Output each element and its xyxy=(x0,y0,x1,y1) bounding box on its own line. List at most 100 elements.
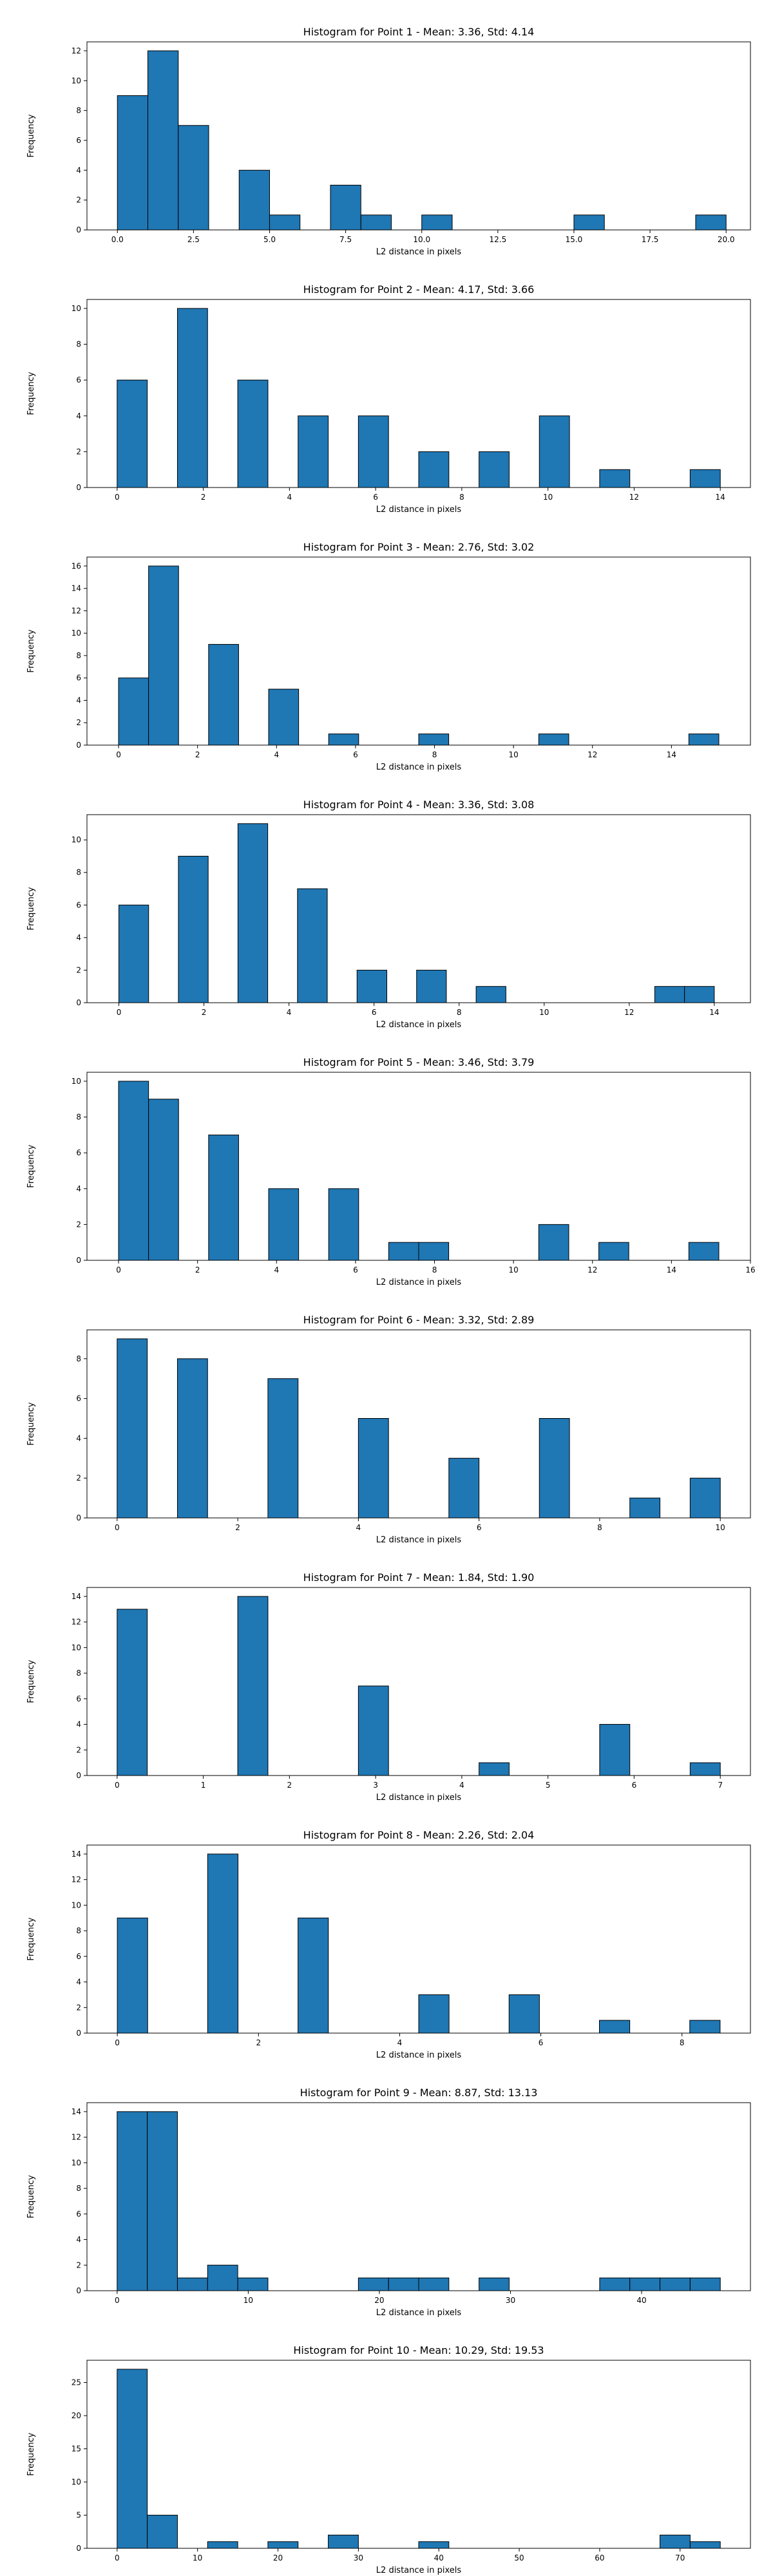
histogram-bar xyxy=(689,2277,721,2291)
plot-area xyxy=(86,299,751,488)
y-axis-label: Frequency xyxy=(26,1144,36,1188)
y-axis-label: Frequency xyxy=(26,372,36,415)
histogram-bar xyxy=(418,1242,450,1261)
chart-title: Histogram for Point 9 - Mean: 8.87, Std:… xyxy=(300,2087,538,2099)
y-tick-label: 12 xyxy=(72,606,81,615)
x-tick-label: 10 xyxy=(543,493,553,502)
x-tick-label: 6 xyxy=(477,1523,482,1532)
histogram-bar xyxy=(695,214,727,231)
y-tick-label: 10 xyxy=(72,1900,81,1909)
x-tick-label: 7 xyxy=(718,1781,723,1790)
x-tick-label: 5 xyxy=(546,1781,551,1790)
histogram-bar xyxy=(328,1188,359,1261)
x-tick-label: 14 xyxy=(716,493,725,502)
y-tick-label: 10 xyxy=(72,1077,81,1086)
histogram-bar xyxy=(148,565,179,746)
histogram-bar xyxy=(418,1994,450,2034)
x-tick-label: 10.0 xyxy=(413,235,430,244)
y-axis-label: Frequency xyxy=(26,114,36,157)
histogram-bar xyxy=(117,1338,148,1519)
x-tick-label: 2 xyxy=(235,1523,240,1532)
x-tick-label: 10 xyxy=(509,1265,519,1274)
x-tick-label: 20 xyxy=(374,2296,384,2305)
y-tick-label: 0 xyxy=(76,1256,81,1265)
y-tick-label: 14 xyxy=(72,584,81,593)
x-tick-label: 8 xyxy=(680,2038,685,2047)
x-tick-label: 50 xyxy=(514,2553,524,2562)
histogram-bar xyxy=(237,1596,269,1776)
y-tick-label: 8 xyxy=(76,868,81,877)
y-tick-label: 2 xyxy=(76,196,81,205)
x-axis-label: L2 distance in pixels xyxy=(376,505,462,515)
y-tick-label: 6 xyxy=(76,136,81,145)
x-tick-label: 2 xyxy=(195,1265,200,1274)
y-tick-label: 10 xyxy=(72,76,81,85)
y-tick-label: 2 xyxy=(76,718,81,727)
x-tick-label: 6 xyxy=(373,493,378,502)
chart-panel-8: Histogram for Point 8 - Mean: 2.26, Std:… xyxy=(26,1829,751,2060)
y-tick-label: 16 xyxy=(72,562,81,571)
y-tick-label: 15 xyxy=(72,2445,81,2454)
y-tick-label: 4 xyxy=(76,696,81,705)
histogram-bar xyxy=(388,2277,419,2291)
histogram-bar xyxy=(479,451,510,488)
histogram-bar xyxy=(177,308,208,488)
x-tick-label: 16 xyxy=(745,1265,755,1274)
chart-panel-10: Histogram for Point 10 - Mean: 10.29, St… xyxy=(26,2344,751,2575)
histogram-bar xyxy=(479,2277,510,2291)
x-tick-label: 7.5 xyxy=(339,235,352,244)
x-tick-label: 70 xyxy=(675,2553,685,2562)
plot-area xyxy=(86,1329,751,1519)
histogram-bar xyxy=(328,2534,359,2549)
histogram-bar xyxy=(298,1917,329,2034)
x-tick-label: 10 xyxy=(193,2553,202,2562)
y-tick-label: 6 xyxy=(76,674,81,683)
x-tick-label: 6 xyxy=(353,750,358,759)
plot-area xyxy=(86,2360,751,2549)
y-axis-label: Frequency xyxy=(26,2175,36,2218)
histogram-bar xyxy=(448,1457,480,1519)
y-tick-label: 0 xyxy=(76,1513,81,1522)
y-tick-label: 6 xyxy=(76,900,81,909)
histogram-bar xyxy=(328,734,359,746)
y-tick-label: 2 xyxy=(76,965,81,974)
y-tick-label: 5 xyxy=(76,2511,81,2520)
histogram-bar xyxy=(207,2264,238,2291)
histogram-bar xyxy=(297,888,328,1003)
histogram-bar xyxy=(599,469,631,488)
x-tick-label: 10 xyxy=(539,1008,549,1017)
y-tick-label: 2 xyxy=(76,447,81,456)
x-tick-label: 17.5 xyxy=(642,235,659,244)
x-tick-label: 4 xyxy=(459,1781,464,1790)
x-tick-label: 12 xyxy=(629,493,639,502)
chart-panel-7: Histogram for Point 7 - Mean: 1.84, Std:… xyxy=(26,1571,751,1803)
x-tick-label: 0 xyxy=(115,2038,120,2047)
x-tick-label: 8 xyxy=(459,493,464,502)
x-tick-label: 0 xyxy=(116,750,121,759)
x-tick-label: 2 xyxy=(256,2038,261,2047)
y-tick-label: 4 xyxy=(76,933,81,942)
x-tick-label: 12 xyxy=(587,1265,597,1274)
x-axis-label: L2 distance in pixels xyxy=(376,247,462,257)
y-tick-label: 4 xyxy=(76,412,81,421)
y-tick-label: 0 xyxy=(76,2286,81,2295)
histogram-bar xyxy=(237,823,269,1003)
y-tick-label: 6 xyxy=(76,1952,81,1961)
y-tick-label: 12 xyxy=(72,46,81,55)
histogram-bar xyxy=(237,379,269,488)
y-tick-label: 2 xyxy=(76,2003,81,2012)
x-tick-label: 4 xyxy=(274,1265,279,1274)
x-axis-label: L2 distance in pixels xyxy=(376,2050,462,2060)
x-tick-label: 2 xyxy=(195,750,200,759)
histogram-bar xyxy=(418,734,450,746)
x-tick-label: 8 xyxy=(457,1008,462,1017)
x-tick-label: 4 xyxy=(397,2038,403,2047)
histogram-bar xyxy=(330,184,361,231)
histogram-bar xyxy=(268,688,300,746)
histogram-bar xyxy=(688,734,720,746)
y-tick-label: 4 xyxy=(76,1434,81,1443)
y-tick-label: 0 xyxy=(76,483,81,492)
x-tick-label: 12 xyxy=(587,750,597,759)
histogram-bar xyxy=(629,1497,661,1519)
